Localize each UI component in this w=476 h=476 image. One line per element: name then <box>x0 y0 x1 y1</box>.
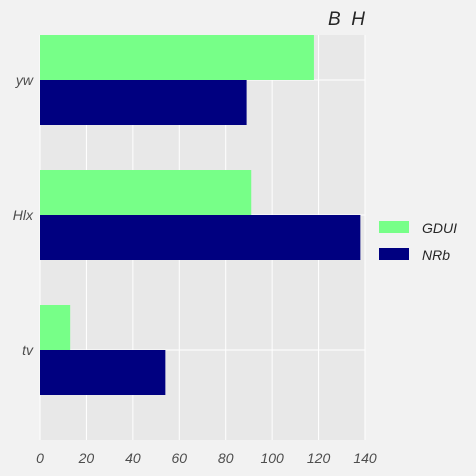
x-tick-labels: 0 20 40 60 80 100 120 140 <box>36 450 377 466</box>
chart-title: B H <box>328 9 365 30</box>
bars <box>40 35 361 395</box>
legend: GDUI NRb <box>379 220 457 263</box>
y-tick-label: tv <box>22 342 34 358</box>
legend-label-gdui: GDUI <box>422 220 457 236</box>
x-tick-label: 120 <box>307 450 331 466</box>
bar-gdui-yw <box>40 35 314 80</box>
x-tick-label: 80 <box>218 450 234 466</box>
y-tick-label: yw <box>15 72 34 88</box>
x-tick-label: 40 <box>125 450 141 466</box>
y-tick-labels: yw Hlx tv <box>13 72 34 358</box>
bar-gdui-hlx <box>40 170 252 215</box>
bar-gdui-tv <box>40 305 71 350</box>
bar-nrb-hlx <box>40 215 361 260</box>
x-tick-label: 100 <box>260 450 284 466</box>
y-tick-label: Hlx <box>13 207 34 223</box>
legend-swatch-gdui <box>379 221 409 233</box>
x-tick-label: 60 <box>171 450 187 466</box>
legend-label-nrb: NRb <box>422 247 450 263</box>
x-tick-label: 140 <box>353 450 377 466</box>
x-tick-label: 0 <box>36 450 44 466</box>
bar-nrb-tv <box>40 350 166 395</box>
bar-nrb-yw <box>40 80 247 125</box>
x-tick-label: 20 <box>78 450 95 466</box>
legend-swatch-nrb <box>379 248 409 260</box>
